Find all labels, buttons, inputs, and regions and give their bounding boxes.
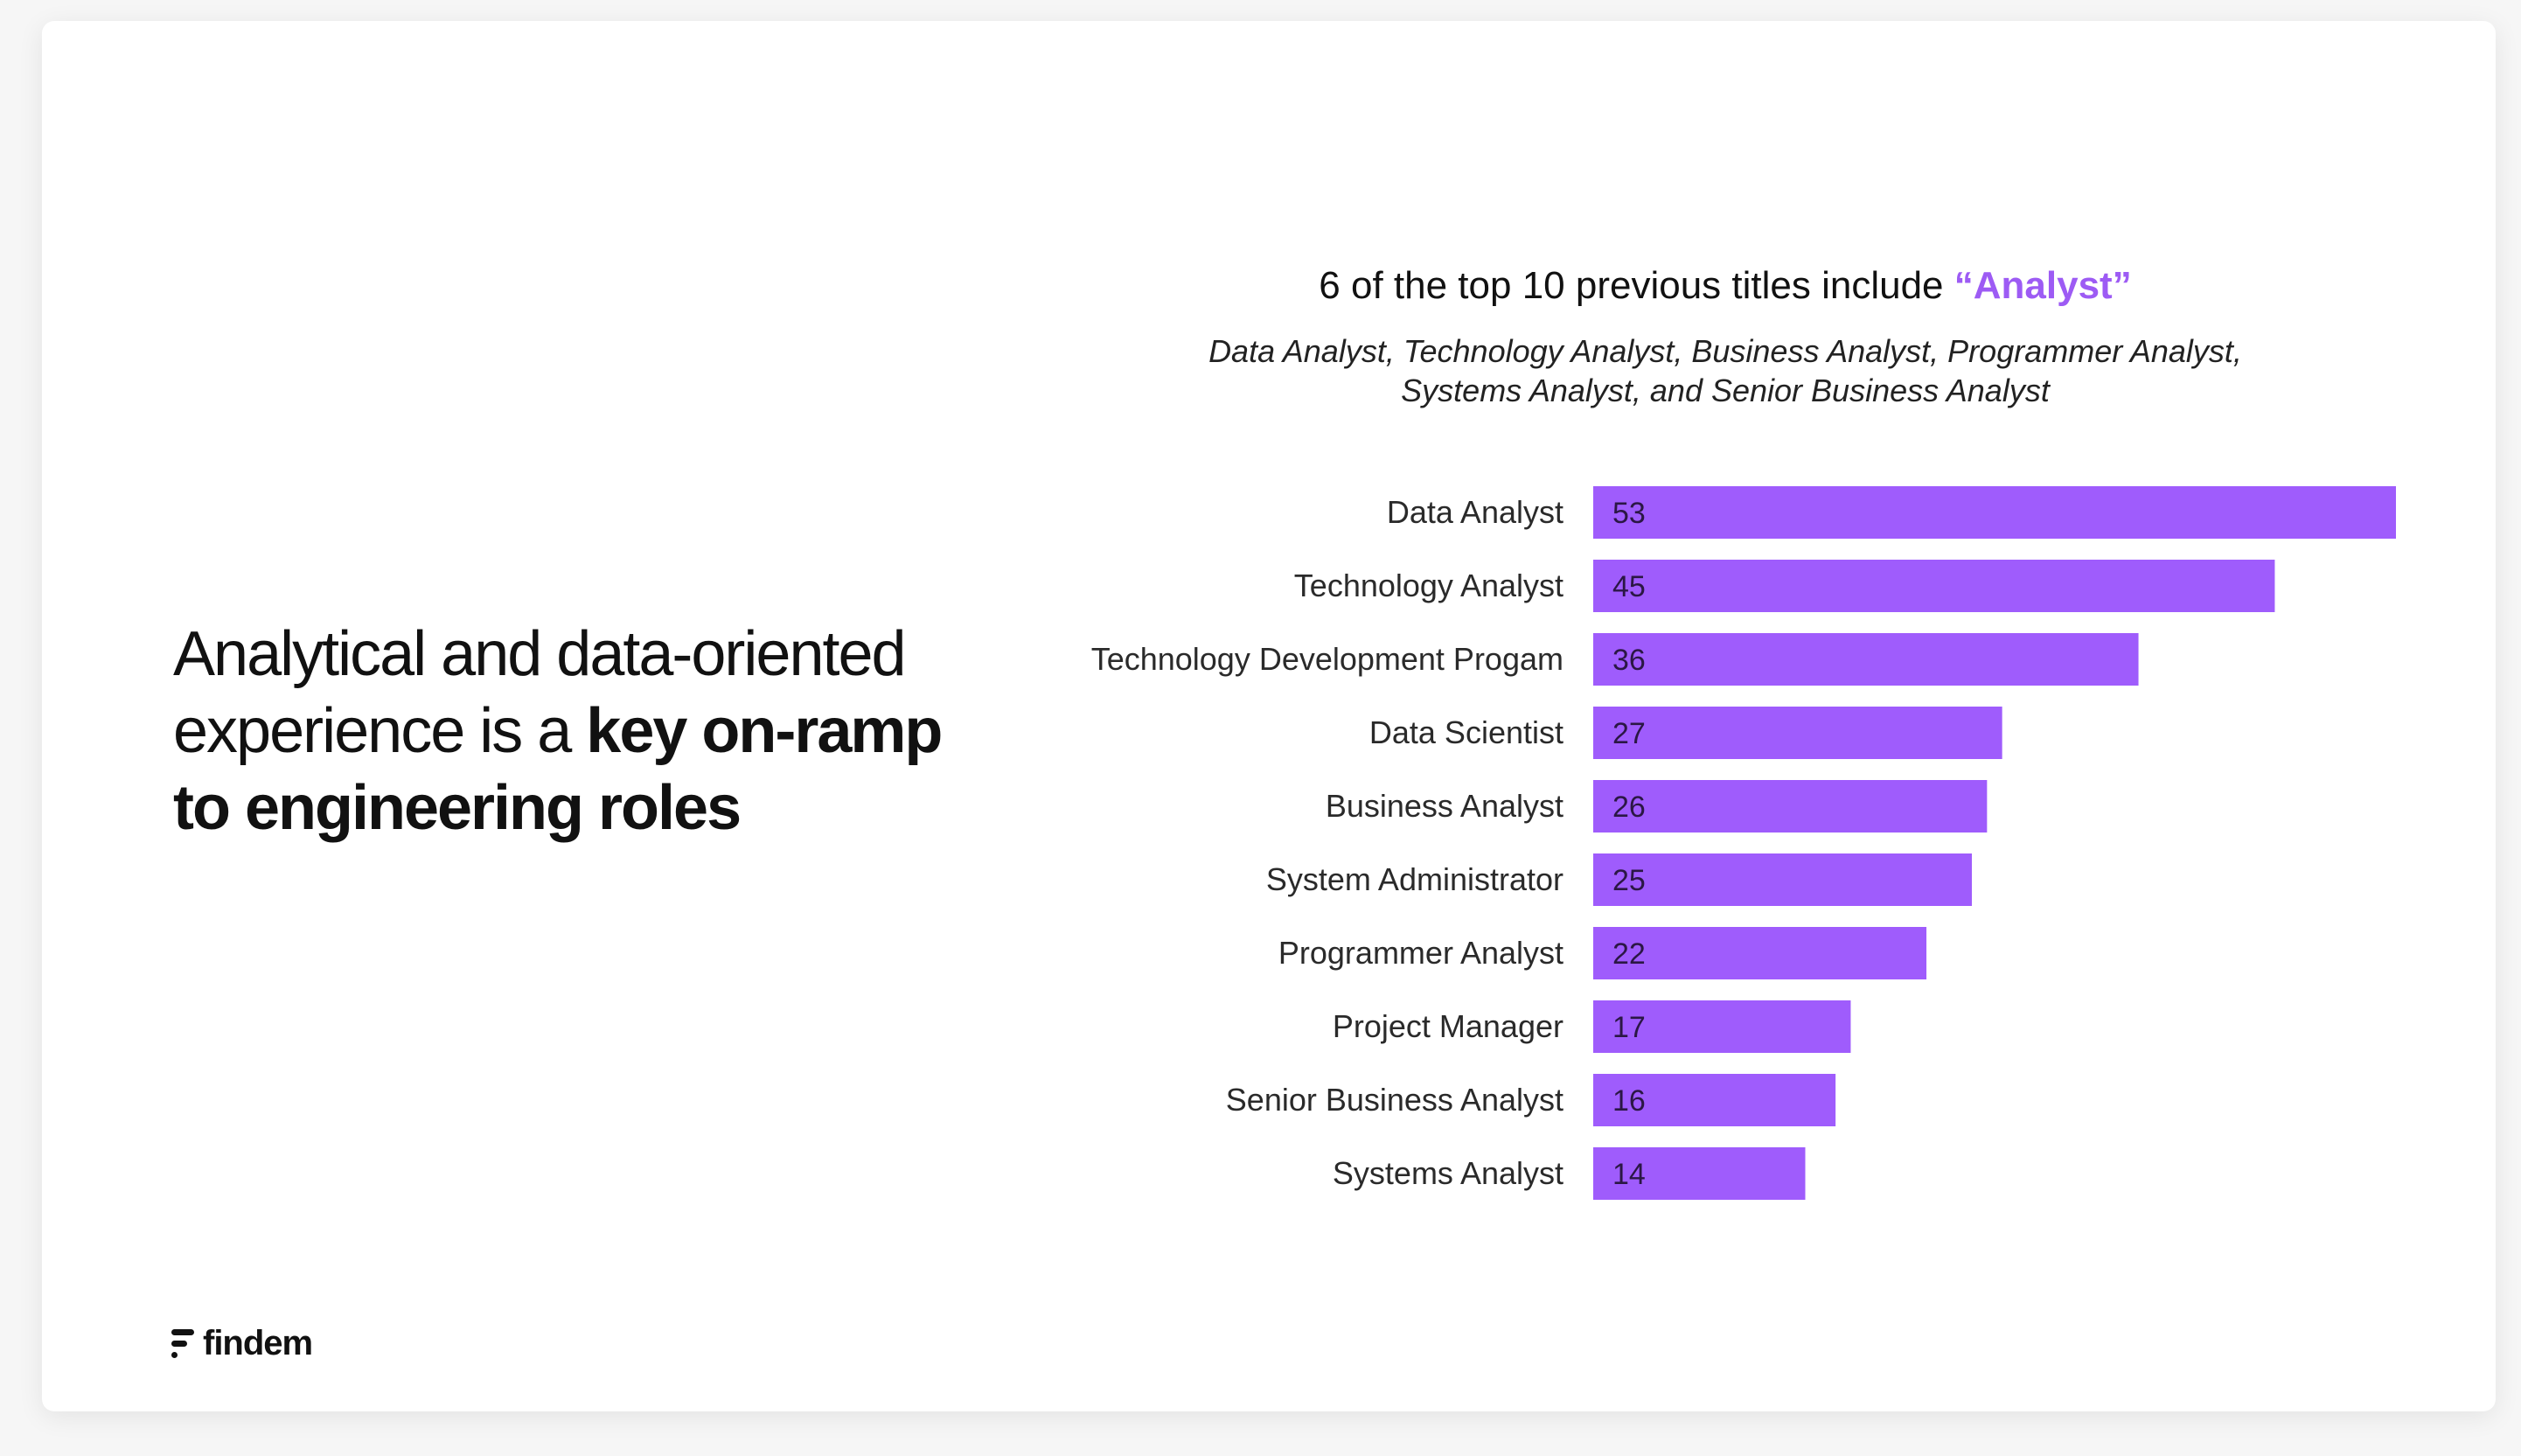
headline-line-2-regular: experience is a [173, 696, 587, 766]
findem-logo-icon [171, 1328, 194, 1358]
headline-line-2-bold: key on-ramp [586, 696, 943, 766]
category-label: Data Analyst [1387, 494, 1563, 530]
category-label: Senior Business Analyst [1226, 1082, 1563, 1118]
category-label: Systems Analyst [1333, 1155, 1563, 1191]
category-label: Technology Development Progam [1091, 641, 1563, 677]
value-label: 25 [1612, 864, 1646, 897]
slide-card: Analytical and data-oriented experience … [42, 21, 2496, 1411]
bar-project-manager [1593, 1000, 1851, 1053]
chart-subtitle-line-2: Systems Analyst, and Senior Business Ana… [1401, 373, 2050, 408]
category-label: Data Scientist [1369, 714, 1563, 750]
bar-business-analyst [1593, 780, 1988, 832]
chart-subtitle: Data Analyst, Technology Analyst, Busine… [1091, 331, 2359, 410]
bar-technology-development-progam [1593, 633, 2139, 686]
chart-title-highlight: “Analyst” [1953, 264, 2132, 307]
chart-title-prefix: 6 of the top 10 previous titles include [1319, 264, 1954, 307]
category-label: System Administrator [1266, 861, 1563, 897]
value-label: 17 [1612, 1011, 1646, 1044]
value-label: 53 [1612, 497, 1646, 530]
category-label: Technology Analyst [1294, 568, 1563, 603]
bar-technology-analyst [1593, 560, 2275, 612]
value-label: 26 [1612, 791, 1646, 824]
category-label: Business Analyst [1326, 788, 1563, 824]
category-label: Project Manager [1333, 1008, 1563, 1044]
bar-programmer-analyst [1593, 927, 1927, 979]
value-label: 14 [1612, 1158, 1646, 1191]
bar-data-scientist [1593, 707, 2002, 759]
value-label: 16 [1612, 1084, 1646, 1118]
value-label: 27 [1612, 717, 1646, 750]
headline-line-3-bold: to engineering roles [173, 773, 742, 843]
chart-subtitle-line-1: Data Analyst, Technology Analyst, Busine… [1208, 333, 2242, 369]
headline: Analytical and data-oriented experience … [173, 616, 1048, 846]
findem-logo-text: findem [203, 1324, 313, 1362]
chart-title: 6 of the top 10 previous titles include … [1048, 264, 2403, 308]
findem-logo: findem [171, 1324, 313, 1363]
value-label: 22 [1612, 937, 1646, 971]
bar-systems-analyst [1593, 1147, 1806, 1200]
category-label: Programmer Analyst [1278, 935, 1563, 971]
bar-senior-business-analyst [1593, 1074, 1836, 1126]
bar-system-administrator [1593, 853, 1973, 906]
value-label: 45 [1612, 570, 1646, 603]
value-label: 36 [1612, 644, 1646, 677]
bar-chart: Data Analyst 53 Technology Analyst 45 Techno… [1091, 486, 2396, 1200]
headline-line-1: Analytical and data-oriented [173, 619, 907, 689]
bar-data-analyst [1593, 486, 2396, 539]
